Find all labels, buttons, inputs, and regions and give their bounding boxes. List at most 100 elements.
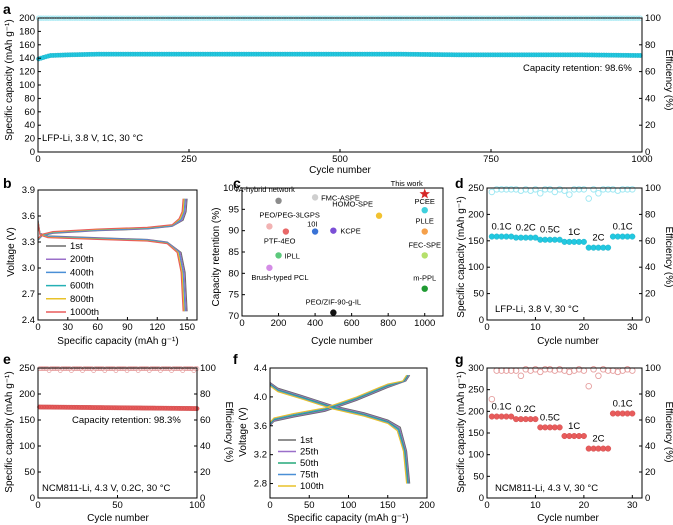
y2-tick-label: 80 (645, 389, 656, 400)
x-tick-label: 750 (483, 154, 499, 165)
efficiency-point (173, 366, 179, 371)
y-tick-label: 160 (19, 40, 35, 51)
discharge-curve (269, 384, 408, 484)
efficiency-point (83, 366, 89, 371)
panel-e-xlabel: Cycle number (87, 513, 149, 524)
y-tick-label: 200 (19, 13, 35, 24)
x-tick-label: 1000 (414, 318, 435, 329)
plot-frame (37, 189, 198, 321)
efficiency-point (59, 366, 65, 371)
efficiency-point (595, 190, 602, 197)
efficiency-point (38, 366, 44, 371)
x-tick-label: 30 (627, 500, 638, 511)
capacity-point (629, 410, 636, 417)
y-tick-label: 2.4 (22, 315, 35, 326)
efficiency-point (609, 186, 617, 193)
y-tick-label: 3.2 (254, 450, 267, 461)
panel-a-letter: a (3, 1, 11, 17)
efficiency-point (49, 366, 55, 371)
efficiency-point (107, 366, 112, 371)
efficiency-point (585, 195, 592, 202)
x-tick-label: 20 (579, 500, 590, 511)
point-label: PTF-4EO (264, 237, 296, 246)
literature-point (282, 228, 290, 235)
panel-a-condition: LFP-Li, 3.8 V, 1C, 30 °C (42, 133, 143, 144)
x-tick-label: 150 (179, 322, 195, 333)
point-label: PEO/ZIF-90-g-IL (306, 298, 361, 307)
literature-point (330, 309, 337, 316)
x-tick-label: 0 (484, 322, 489, 333)
capacity-point (580, 433, 587, 440)
efficiency-point (139, 366, 144, 371)
point-label: FEC-SPE (408, 240, 441, 249)
efficiency-point (541, 366, 549, 373)
y-tick-label: 0 (479, 493, 484, 504)
point-label: This work (391, 179, 423, 188)
y-tick-label: 150 (19, 415, 35, 426)
y2-tick-label: 100 (645, 183, 661, 194)
x-tick-label: 90 (122, 322, 133, 333)
charge-curve (269, 374, 408, 423)
panel-c-letter: c (233, 175, 241, 191)
x-tick-label: 100 (341, 500, 357, 511)
literature-point (311, 228, 319, 235)
efficiency-point (541, 186, 549, 193)
plot-frame (269, 367, 428, 499)
literature-point (266, 264, 273, 271)
y-tick-label: 150 (468, 236, 484, 247)
efficiency-point (51, 366, 57, 371)
efficiency-point (600, 186, 607, 193)
panel-c-xlabel: Cycle number (311, 336, 373, 347)
capacity-point (532, 416, 539, 423)
y-tick-label: 50 (24, 467, 35, 478)
y-tick-label: 95 (228, 204, 239, 215)
y2-tick-label: 20 (200, 467, 211, 478)
efficiency-point (127, 366, 133, 371)
efficiency-point (546, 366, 554, 373)
efficiency-point (498, 186, 505, 193)
efficiency-point (517, 372, 525, 380)
capacity-point (605, 244, 612, 251)
efficiency-point (183, 366, 189, 371)
point-label: HOMO-SPE (332, 200, 373, 209)
y-tick-label: 50 (473, 289, 484, 300)
discharge-curve (269, 385, 408, 484)
y2-tick-label: 40 (645, 441, 656, 452)
y-tick-label: 20 (24, 134, 35, 145)
panel-d: d 0.1C 0.2C 0.5C 1C 2C 0.1C 0 10 20 30 0 50 100 150 2… (455, 175, 673, 347)
efficiency-point (175, 366, 181, 371)
y2-tick-label: 20 (645, 467, 656, 478)
panel-e-annotation: Capacity retention: 98.3% (72, 415, 181, 426)
legend-label: 1000th (70, 307, 99, 318)
efficiency-point (48, 366, 54, 371)
point-label: m-PPL (413, 274, 436, 283)
efficiency-point (181, 366, 187, 371)
efficiency-point (170, 366, 176, 371)
x-tick-label: 50 (304, 500, 315, 511)
x-tick-label: 10 (530, 322, 541, 333)
star-marker (419, 188, 430, 199)
panel-a-ylabel: Specific capacity (mAh g⁻¹) (4, 19, 15, 140)
rate-label: 0.1C (613, 399, 633, 410)
efficiency-point (126, 366, 131, 371)
y-tick-label: 2.8 (254, 479, 267, 490)
y-tick-label: 80 (228, 268, 239, 279)
charge-curve (37, 198, 186, 240)
x-tick-label: 1000 (631, 154, 652, 165)
efficiency-point (551, 188, 559, 196)
capacity-point (556, 424, 563, 431)
point-label: Brush-typed PCL (251, 273, 308, 282)
y-tick-label: 3.6 (22, 211, 35, 222)
panel-a-annotation: Capacity retention: 98.6% (523, 63, 632, 74)
y-tick-label: 90 (228, 226, 239, 237)
y-tick-label: 0 (30, 493, 35, 504)
y-tick-label: 250 (468, 385, 484, 396)
legend-label: 25th (300, 447, 319, 458)
panel-f-letter: f (233, 351, 238, 367)
efficiency-point (86, 366, 92, 371)
efficiency-point (153, 366, 159, 371)
x-tick-label: 0 (484, 500, 489, 511)
y2-tick-label: 40 (200, 441, 211, 452)
y-tick-label: 4.4 (254, 363, 267, 374)
